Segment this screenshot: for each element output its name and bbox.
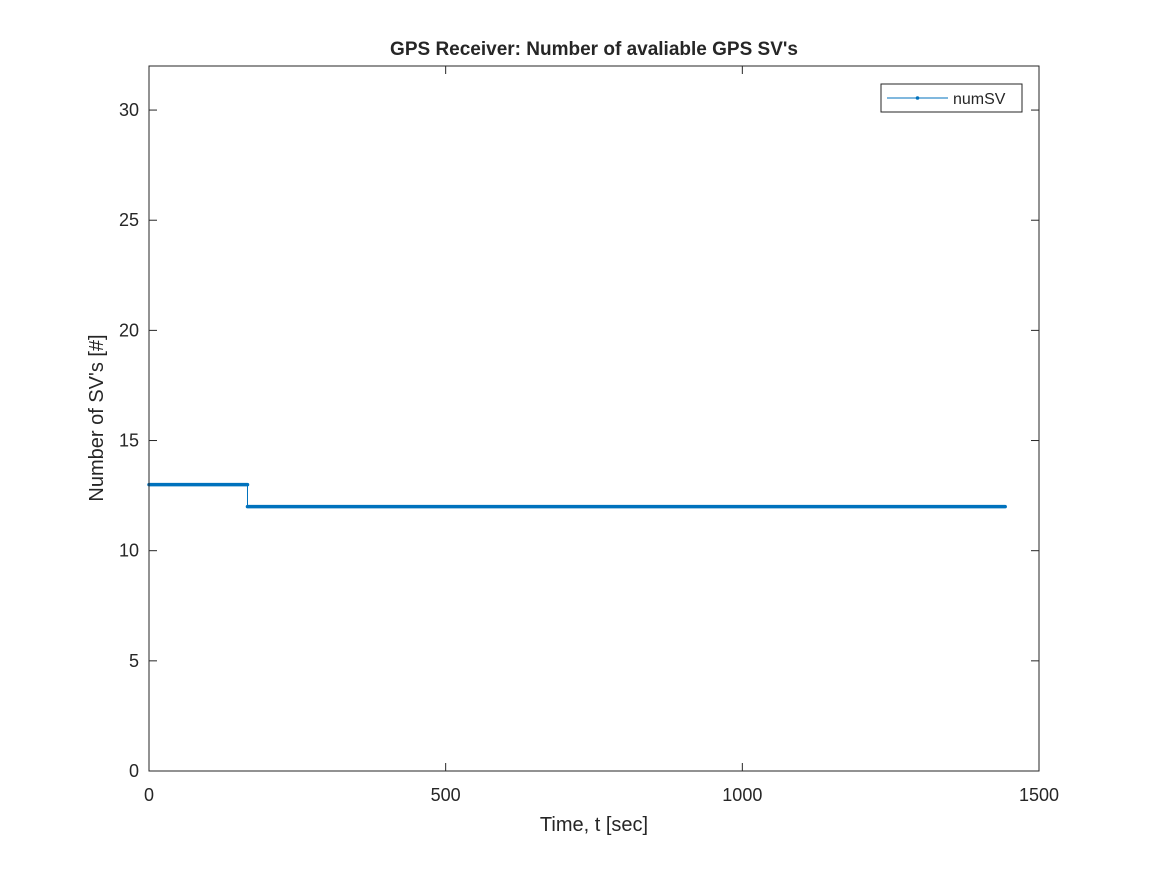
legend: numSV	[880, 83, 1023, 113]
y-tick-label: 15	[119, 431, 139, 451]
legend-box	[880, 83, 1023, 113]
ticks-layer: 0 500 1000 1500 0 5 10 15 20 25 30	[119, 66, 1059, 805]
x-tick-label: 0	[144, 785, 154, 805]
plot-area	[149, 66, 1039, 771]
y-tick-label: 20	[119, 320, 139, 340]
y-axis-label: Number of SV's [#]	[86, 334, 108, 501]
y-tick-label: 5	[129, 651, 139, 671]
axes-box	[148, 65, 1040, 772]
x-tick-label: 1500	[1019, 785, 1059, 805]
legend-marker-sample	[915, 96, 920, 100]
x-axis-label: Time, t [sec]	[540, 814, 648, 836]
chart-title: GPS Receiver: Number of avaliable GPS SV…	[390, 39, 798, 60]
y-tick-label: 30	[119, 100, 139, 120]
x-tick-label: 500	[431, 785, 461, 805]
y-tick-label: 10	[119, 541, 139, 561]
series-layer	[147, 482, 1007, 509]
x-tick-label: 1000	[722, 785, 762, 805]
y-tick-label: 25	[119, 210, 139, 230]
legend-label: numSV	[953, 91, 1006, 108]
y-tick-label: 0	[129, 761, 139, 781]
